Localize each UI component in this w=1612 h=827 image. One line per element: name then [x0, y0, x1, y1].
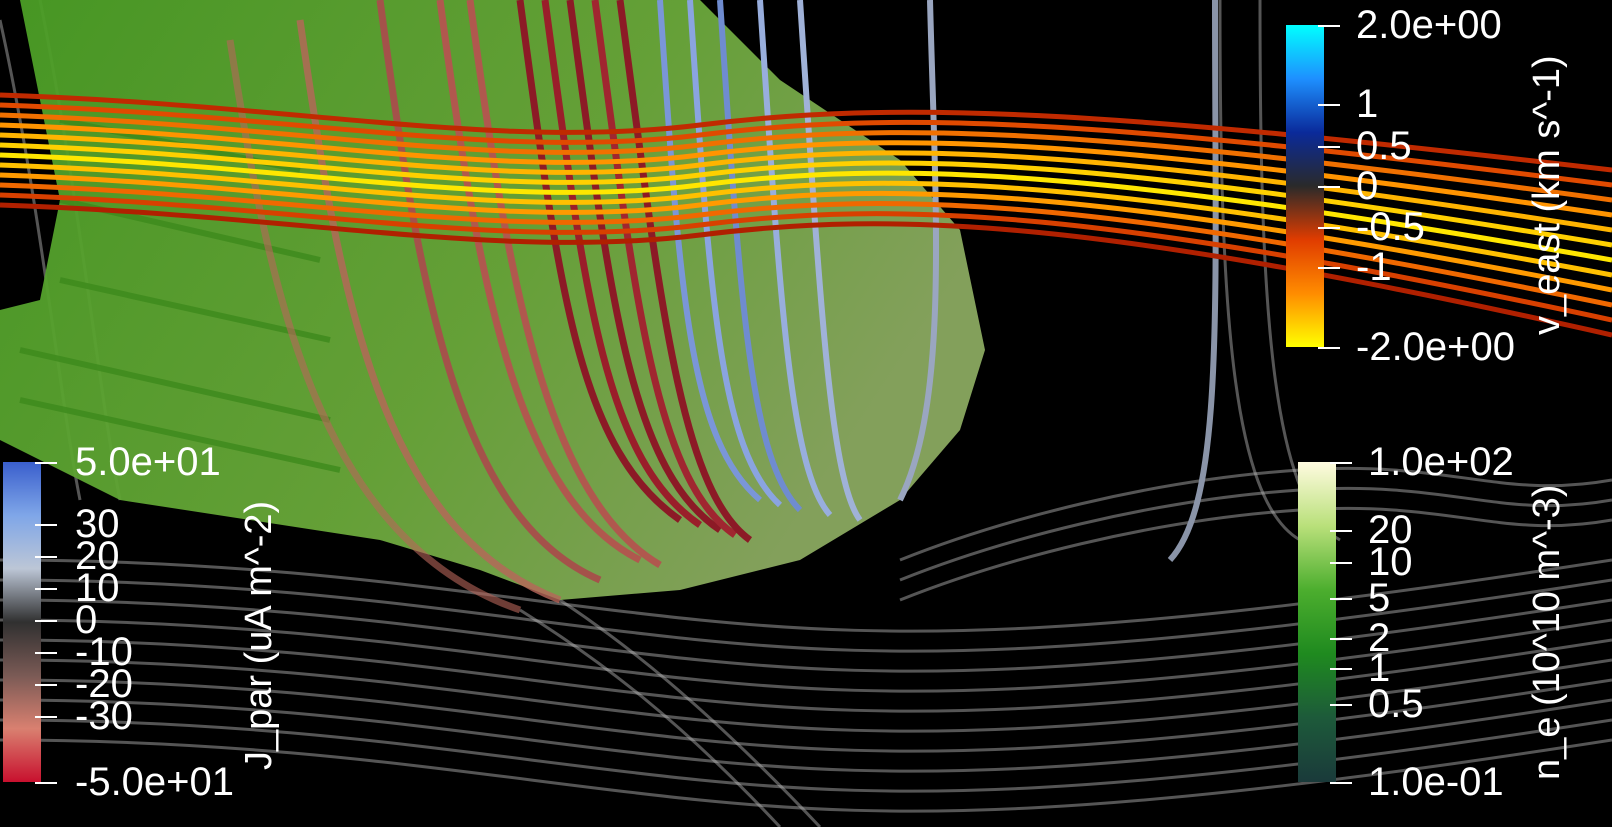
- colorbar-v-east-gradient: [1286, 25, 1324, 347]
- colorbar-tick: [1330, 668, 1352, 670]
- colorbar-tick-label: -2.0e+00: [1356, 325, 1516, 369]
- colorbar-n-e-gradient: [1298, 462, 1336, 782]
- colorbar-tick: [35, 620, 57, 622]
- colorbar-tick-label: -1: [1356, 245, 1392, 289]
- colorbar-tick: [35, 524, 57, 526]
- colorbar-tick: [35, 588, 57, 590]
- colorbar-n-e-title: n_e (10^10 m^-3): [1526, 484, 1568, 780]
- colorbar-tick-label: 1: [1368, 646, 1391, 690]
- colorbar-tick: [35, 782, 57, 784]
- colorbar-j-par-gradient: [3, 462, 41, 782]
- colorbar-tick: [1318, 267, 1340, 269]
- colorbar-tick: [35, 462, 57, 464]
- colorbar-tick: [35, 716, 57, 718]
- colorbar-tick-label: 2.0e+00: [1356, 3, 1502, 47]
- colorbar-tick: [1318, 104, 1340, 106]
- colorbar-tick: [1330, 462, 1352, 464]
- colorbar-tick: [1330, 782, 1352, 784]
- colorbar-tick-label: 0: [75, 598, 98, 642]
- colorbar-tick: [1330, 562, 1352, 564]
- colorbar-tick: [1330, 598, 1352, 600]
- colorbar-j-par-title: J_par (uA m^-2): [238, 500, 280, 770]
- colorbar-tick-label: 5.0e+01: [75, 440, 221, 484]
- colorbar-tick-label: -0.5: [1356, 205, 1425, 249]
- colorbar-tick: [1318, 347, 1340, 349]
- colorbar-tick-label: 0.5: [1368, 682, 1424, 726]
- colorbar-tick: [1318, 25, 1340, 27]
- colorbar-tick: [1330, 638, 1352, 640]
- velocity-flow-tubes: [0, 92, 1612, 338]
- colorbar-tick-label: 1.0e-01: [1368, 760, 1504, 804]
- colorbar-tick-label: 0.5: [1356, 124, 1412, 168]
- colorbar-tick: [1330, 530, 1352, 532]
- colorbar-tick-label: -20: [75, 662, 133, 706]
- colorbar-tick-label: -5.0e+01: [75, 760, 235, 804]
- colorbar-v-east-title: v_east (km s^-1): [1526, 55, 1568, 335]
- colorbar-tick: [35, 556, 57, 558]
- colorbar-tick-label: 10: [75, 566, 120, 610]
- colorbar-tick-label: 0: [1356, 164, 1379, 208]
- colorbar-tick-label: -30: [75, 694, 133, 738]
- colorbar-tick-label: 5: [1368, 576, 1391, 620]
- colorbar-tick: [1330, 704, 1352, 706]
- colorbar-tick: [1318, 146, 1340, 148]
- colorbar-tick: [35, 652, 57, 654]
- colorbar-tick-label: 1: [1356, 82, 1379, 126]
- colorbar-tick: [35, 684, 57, 686]
- colorbar-tick-label: 2: [1368, 616, 1391, 660]
- colorbar-tick-label: 20: [75, 534, 120, 578]
- colorbar-tick-label: 10: [1368, 540, 1413, 584]
- colorbar-tick-label: 1.0e+02: [1368, 440, 1514, 484]
- colorbar-tick: [1318, 186, 1340, 188]
- colorbar-tick-label: -10: [75, 630, 133, 674]
- colorbar-tick: [1318, 227, 1340, 229]
- colorbar-tick-label: 30: [75, 502, 120, 546]
- colorbar-tick-label: 20: [1368, 508, 1413, 552]
